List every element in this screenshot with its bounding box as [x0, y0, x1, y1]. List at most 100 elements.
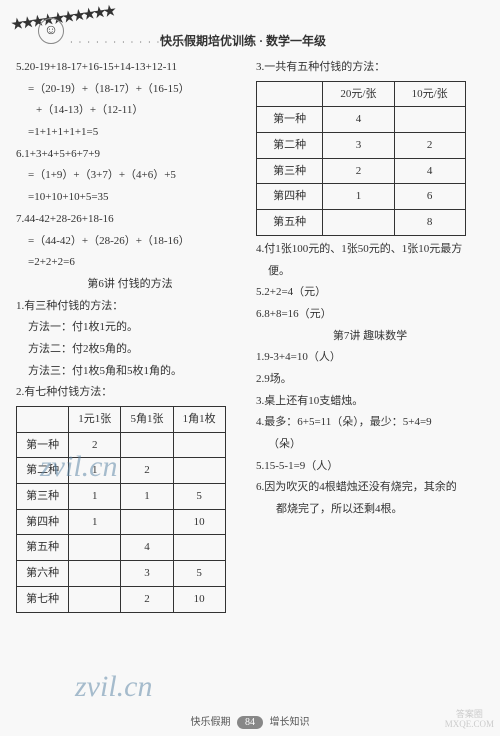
table-row: 第一种2: [17, 432, 226, 458]
table-header: 10元/张: [394, 81, 465, 107]
table-row: 第四种16: [257, 184, 466, 210]
q4-line1: 4.付1张100元的、1张50元的、1张10元最方: [256, 240, 484, 259]
problem-6-line1: 6.1+3+4+5+6+7+9: [16, 145, 244, 164]
table-row: 第二种32: [257, 133, 466, 159]
table-cell: 第四种: [257, 184, 323, 210]
table-cell: 第六种: [17, 561, 69, 587]
table-cell: 6: [394, 184, 465, 210]
q1-line2: 方法一：付1枚1元的。: [16, 318, 244, 337]
table-cell: 1: [69, 509, 121, 535]
corner-logo: 答案圈 MXQE.COM: [445, 710, 494, 730]
table-cell: 4: [394, 158, 465, 184]
table-cell: 1: [121, 484, 173, 510]
table-cell: 第一种: [17, 432, 69, 458]
problem-7-line2: =（44-42）+（28-26）+（18-16）: [16, 232, 244, 251]
table-cell: 4: [323, 107, 394, 133]
table-row: 第四种1 10: [17, 509, 226, 535]
table-cell: 5: [173, 561, 225, 587]
table-cell: [121, 509, 173, 535]
table-cell: 第三种: [17, 484, 69, 510]
left-column: 5.20-19+18-17+16-15+14-13+12-11 =（20-19）…: [10, 55, 250, 706]
table-header: 1元1张: [69, 407, 121, 433]
content-columns: 5.20-19+18-17+16-15+14-13+12-11 =（20-19）…: [10, 55, 490, 706]
table-cell: [173, 458, 225, 484]
table-cell: 第五种: [17, 535, 69, 561]
r1: 1.9-3+4=10（人）: [256, 348, 484, 367]
problem-6-line3: =10+10+10+5=35: [16, 188, 244, 207]
table-cell: 第二种: [257, 133, 323, 159]
q1-line4: 方法三：付1枚5角和5枚1角的。: [16, 362, 244, 381]
avatar-icon: ☺: [38, 18, 64, 44]
table-cell: [323, 210, 394, 236]
problem-5-line1: 5.20-19+18-17+16-15+14-13+12-11: [16, 58, 244, 77]
table-cell: [69, 586, 121, 612]
table-header: 1角1枚: [173, 407, 225, 433]
table-row: 第五种 8: [257, 210, 466, 236]
table-cell: 2: [121, 586, 173, 612]
table-cell: [173, 535, 225, 561]
table-cell: 2: [121, 458, 173, 484]
problem-5-line3: +（14-13）+（12-11）: [16, 101, 244, 120]
table-cell: 3: [323, 133, 394, 159]
q1-line1: 1.有三种付钱的方法：: [16, 297, 244, 316]
table-cell: 1: [323, 184, 394, 210]
r6b: 都烧完了，所以还剩4根。: [256, 500, 484, 519]
table-cell: 5: [173, 484, 225, 510]
q1-line3: 方法二：付2枚5角的。: [16, 340, 244, 359]
r4a: 4.最多：6+5=11（朵），最少：5+4=9: [256, 413, 484, 432]
table-cell: 2: [394, 133, 465, 159]
table-cell: 第四种: [17, 509, 69, 535]
table-cell: [69, 535, 121, 561]
table-header: [17, 407, 69, 433]
table-cell: 第五种: [257, 210, 323, 236]
problem-6-line2: =（1+9）+（3+7）+（4+6）+5: [16, 166, 244, 185]
problem-5-line4: =1+1+1+1+1=5: [16, 123, 244, 142]
q2-line: 2.有七种付钱方法：: [16, 383, 244, 402]
footer: 快乐假期 84 增长知识: [0, 713, 500, 728]
problem-7-line3: =2+2+2=6: [16, 253, 244, 272]
table-cell: 4: [121, 535, 173, 561]
table-row: 第二种12: [17, 458, 226, 484]
table-cell: 第二种: [17, 458, 69, 484]
table-row: 第六种 35: [17, 561, 226, 587]
table-cell: 10: [173, 586, 225, 612]
r2: 2.9场。: [256, 370, 484, 389]
table-header: [257, 81, 323, 107]
table-cell: 8: [394, 210, 465, 236]
section-6-title: 第6讲 付钱的方法: [16, 275, 244, 294]
q6-line: 6.8+8=16（元）: [256, 305, 484, 324]
footer-right: 增长知识: [270, 717, 310, 728]
q3-line: 3.一共有五种付钱的方法：: [256, 58, 484, 77]
section-7-title: 第7讲 趣味数学: [256, 327, 484, 346]
table-2: 20元/张10元/张第一种4第二种32第三种24第四种16第五种8: [256, 81, 466, 236]
r3: 3.桌上还有10支蜡烛。: [256, 392, 484, 411]
table-cell: 2: [69, 432, 121, 458]
q4-line2: 便。: [256, 262, 484, 281]
table-cell: 3: [121, 561, 173, 587]
corner-bot: MXQE.COM: [445, 720, 494, 730]
right-column: 3.一共有五种付钱的方法： 20元/张10元/张第一种4第二种32第三种24第四…: [250, 55, 490, 706]
q5-line: 5.2+2=4（元）: [256, 283, 484, 302]
table-cell: 第七种: [17, 586, 69, 612]
table-cell: [121, 432, 173, 458]
page-title: 快乐假期培优训练 · 数学一年级: [160, 32, 326, 49]
table-row: 第三种24: [257, 158, 466, 184]
r5: 5.15-5-1=9（人）: [256, 457, 484, 476]
table-row: 第五种 4: [17, 535, 226, 561]
r6a: 6.因为吹灭的4根蜡烛还没有烧完，其余的: [256, 478, 484, 497]
table-1: 1元1张5角1张1角1枚第一种2第二种12第三种115第四种110第五种4第六种…: [16, 406, 226, 613]
problem-5-line2: =（20-19）+（18-17）+（16-15）: [16, 80, 244, 99]
table-cell: 10: [173, 509, 225, 535]
table-cell: 1: [69, 484, 121, 510]
r4b: （朵）: [256, 435, 484, 454]
problem-7-line1: 7.44-42+28-26+18-16: [16, 210, 244, 229]
table-row: 第三种115: [17, 484, 226, 510]
table-cell: [173, 432, 225, 458]
table-header: 20元/张: [323, 81, 394, 107]
footer-page: 84: [237, 716, 263, 729]
footer-left: 快乐假期: [191, 717, 231, 728]
table-cell: [394, 107, 465, 133]
table-row: 第七种 210: [17, 586, 226, 612]
table-cell: 1: [69, 458, 121, 484]
table-cell: 第三种: [257, 158, 323, 184]
